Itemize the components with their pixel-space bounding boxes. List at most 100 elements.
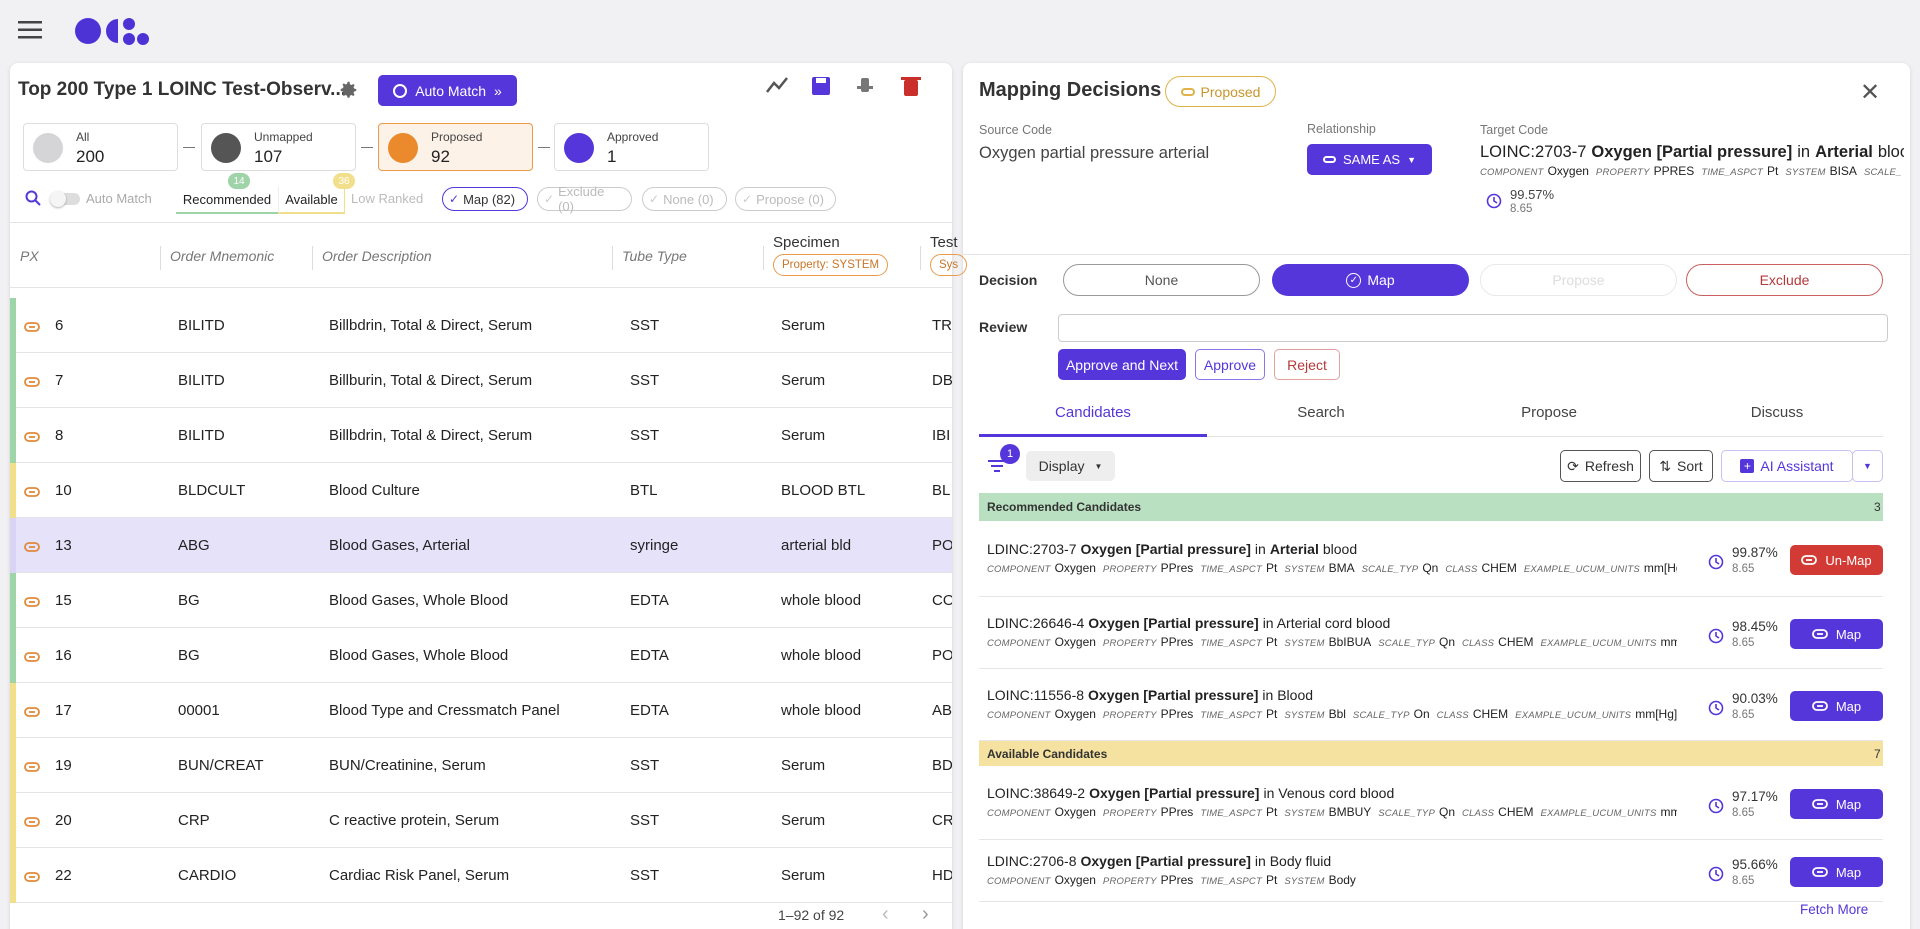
target-percent: 99.57% <box>1510 187 1555 202</box>
toolbar-button[interactable]: ⟳ Refresh <box>1560 450 1641 482</box>
menu-icon[interactable] <box>18 21 42 39</box>
table-row[interactable]: 8 BILITD Billbdrin, Total & Direct, Serum S… <box>10 408 952 463</box>
table-row[interactable]: 16 BG Blood Gases, Whole Blood EDTA whole bl… <box>10 628 952 683</box>
field-label: Relationship <box>1307 122 1376 136</box>
display-dropdown[interactable]: Display ▼ <box>1026 451 1115 481</box>
close-button[interactable]: ✕ <box>1860 79 1881 106</box>
low-ranked-tab[interactable]: Low Ranked <box>351 191 424 206</box>
review-button[interactable]: Approve <box>1195 349 1265 380</box>
table-row[interactable]: 17 00001 Blood Type and Cressmatch Panel ED… <box>10 683 952 738</box>
stat-icon <box>33 133 63 163</box>
candidate-fields: COMPONENT Oxygen PROPERTY PPres TIME_ASPCT Pt… <box>987 561 1677 575</box>
candidate-row[interactable]: LDINC:2706-8 Oxygen [Partial pressure] in … <box>979 840 1883 902</box>
link-icon <box>1811 867 1828 877</box>
column-header[interactable]: Order Description <box>322 248 432 264</box>
cell: Billburin, Total & Direct, Serum <box>329 372 533 389</box>
filter-tab[interactable]: Available <box>278 186 345 214</box>
score-icon <box>1486 193 1502 209</box>
search-icon[interactable] <box>25 190 41 206</box>
ai-dropdown[interactable]: ▼ <box>1852 450 1883 482</box>
relationship-select[interactable]: SAME AS ▼ <box>1307 144 1432 175</box>
table-row[interactable]: 13 ABG Blood Gases, Arterial syringe arteria… <box>10 518 952 573</box>
review-button[interactable]: Reject <box>1274 349 1340 380</box>
logo[interactable] <box>74 15 158 47</box>
map-button[interactable]: Map <box>1790 789 1883 819</box>
map-button[interactable]: Map <box>1790 857 1883 887</box>
candidate-heading: LOINC:38649-2 Oxygen [Partial pressure] in… <box>987 785 1394 801</box>
heading-part: Oxygen [Partial pressure] <box>1088 615 1259 631</box>
decision-button[interactable]: ✓ Map <box>1272 264 1469 296</box>
toolbar-button[interactable]: ⇅ Sort <box>1649 450 1713 482</box>
candidate-row[interactable]: LOINC:38649-2 Oxygen [Partial pressure] in… <box>979 766 1883 840</box>
filter-tab[interactable]: Recommended <box>176 186 278 214</box>
table-row[interactable]: 7 BILITD Billburin, Total & Direct, Serum S… <box>10 353 952 408</box>
pin-icon[interactable] <box>861 78 869 92</box>
field-key: COMPONENT <box>987 710 1051 721</box>
auto-match-button[interactable]: Auto Match» <box>378 75 517 106</box>
heading-part: in Venous cord blood <box>1263 785 1395 801</box>
stat-card[interactable]: Approved 1 <box>554 123 709 171</box>
filter-chip[interactable]: ✓ None (0) <box>642 187 727 211</box>
column-header[interactable]: PX <box>20 248 39 264</box>
field-key: SYSTEM <box>1284 808 1325 819</box>
panel-tab[interactable]: Candidates <box>1055 404 1131 421</box>
decision-label: Propose <box>1552 272 1605 288</box>
decision-button[interactable]: None <box>1063 264 1260 296</box>
review-button[interactable]: Approve and Next <box>1058 349 1186 380</box>
cell: BILITD <box>178 427 225 444</box>
column-header[interactable]: Order Mnemonic <box>170 248 275 264</box>
candidate-row[interactable]: LOINC:11556-8 Oxygen [Partial pressure] in… <box>979 669 1883 741</box>
status-stripe <box>10 353 16 408</box>
panel-tab[interactable]: Propose <box>1521 404 1577 421</box>
filter-icon[interactable] <box>988 458 1008 474</box>
column-divider <box>312 246 313 270</box>
cell: BL <box>932 482 951 499</box>
cell: SST <box>630 372 660 389</box>
stat-label: All <box>76 130 90 144</box>
field-value: Oxygen <box>1054 561 1096 575</box>
column-header[interactable]: Specimen <box>773 234 840 251</box>
table-row[interactable]: 10 BLDCULT Blood Culture BTL BLOOD BTL BL <box>10 463 952 518</box>
map-button[interactable]: Un-Map <box>1790 545 1883 575</box>
map-button[interactable]: Map <box>1790 619 1883 649</box>
button-label: Auto Match <box>415 82 487 99</box>
table-row[interactable]: 22 CARDIO Cardiac Risk Panel, Serum SST Seru… <box>10 848 952 903</box>
stat-card[interactable]: Unmapped 107 <box>201 123 356 171</box>
field-key: CLASS <box>1445 564 1478 575</box>
cell: 16 <box>55 647 72 664</box>
panel-tab[interactable]: Search <box>1297 404 1345 421</box>
delete-icon[interactable] <box>904 80 918 96</box>
map-button[interactable]: Map <box>1790 691 1883 721</box>
next-page[interactable]: › <box>922 903 929 925</box>
settings-icon[interactable] <box>337 79 359 101</box>
filter-chip[interactable]: ✓ Exclude (0) <box>537 184 632 214</box>
link-icon <box>1811 629 1828 639</box>
trend-icon[interactable] <box>766 77 788 93</box>
column-header[interactable]: Test <box>930 234 958 251</box>
fetch-more[interactable]: Fetch More <box>1800 902 1869 917</box>
filter-chip[interactable]: ✓ Propose (0) <box>735 187 836 211</box>
table-row[interactable]: 15 BG Blood Gases, Whole Blood EDTA whole bl… <box>10 573 952 628</box>
stat-card[interactable]: All 200 <box>23 123 178 171</box>
prev-page[interactable]: ‹ <box>882 903 889 925</box>
stat-card[interactable]: Proposed 92 <box>378 123 533 171</box>
table-row[interactable]: 6 BILITD Billbdrin, Total & Direct, Serum S… <box>10 298 952 353</box>
panel-tab[interactable]: Discuss <box>1750 404 1804 421</box>
field-value: mm[Hg] <box>1635 707 1677 721</box>
decision-button[interactable]: Propose <box>1480 264 1677 296</box>
table-row[interactable]: 20 CRP C reactive protein, Serum SST Serum CR <box>10 793 952 848</box>
toolbar-button[interactable]: + AI Assistant <box>1721 450 1853 482</box>
cell: BLDCULT <box>178 482 246 499</box>
toggle[interactable] <box>50 191 80 207</box>
candidate-score: 8.65 <box>1732 807 1755 819</box>
link-icon <box>24 704 40 721</box>
table-row[interactable]: 19 BUN/CREAT BUN/Creatinine, Serum SST Serum… <box>10 738 952 793</box>
candidate-row[interactable]: LDINC:26646-4 Oxygen [Partial pressure] in… <box>979 597 1883 669</box>
column-header[interactable]: Tube Type <box>622 248 687 264</box>
cell: Serum <box>781 317 826 334</box>
field-value: Qn <box>1438 635 1455 649</box>
decision-button[interactable]: Exclude <box>1686 264 1883 296</box>
candidate-row[interactable]: LDINC:2703-7 Oxygen [Partial pressure] in A… <box>979 521 1883 597</box>
review-input[interactable] <box>1058 314 1888 342</box>
filter-chip[interactable]: ✓ Map (82) <box>442 187 528 211</box>
